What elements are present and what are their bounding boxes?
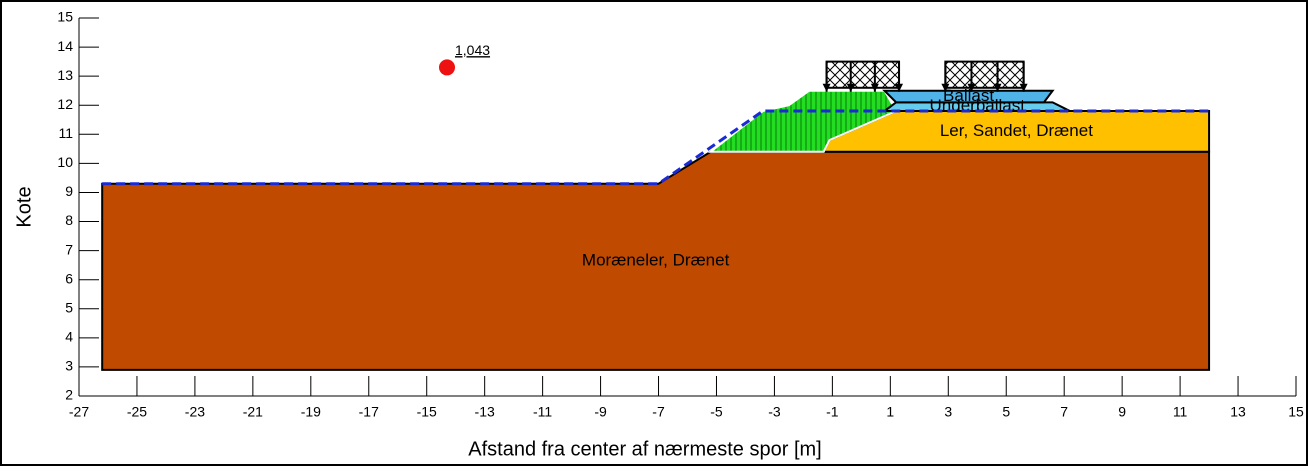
chart: Afstand fra center af nærmeste spor [m] … <box>0 0 1308 466</box>
x-tick-label: -5 <box>710 404 723 420</box>
x-tick-label: -19 <box>301 404 321 420</box>
y-tick-label: 14 <box>57 38 73 54</box>
x-tick-label: -17 <box>359 404 379 420</box>
x-axis-label: Afstand fra center af nærmeste spor [m] <box>468 438 821 460</box>
y-tick-label: 10 <box>57 154 73 170</box>
page: Afstand fra center af nærmeste spor [m] … <box>0 0 1308 471</box>
x-tick-label: -25 <box>127 404 147 420</box>
x-tick-label: 15 <box>1288 404 1304 420</box>
load <box>945 62 1023 88</box>
y-tick-label: 2 <box>65 387 73 403</box>
x-tick-label: 13 <box>1230 404 1246 420</box>
x-tick-label: -27 <box>69 404 89 420</box>
slip-center <box>439 59 455 75</box>
y-tick-label: 7 <box>65 241 73 257</box>
region-label: Ballast <box>943 86 994 105</box>
x-tick-label: 3 <box>944 404 952 420</box>
x-tick-label: 9 <box>1118 404 1126 420</box>
x-tick-label: 5 <box>1002 404 1010 420</box>
x-tick-label: -7 <box>652 404 665 420</box>
safety-factor-label: 1,043 <box>455 42 490 58</box>
x-tick-label: -9 <box>594 404 607 420</box>
x-tick-label: -21 <box>243 404 263 420</box>
x-tick-label: 11 <box>1173 404 1188 420</box>
x-tick-label: -15 <box>417 404 437 420</box>
y-tick-label: 15 <box>57 9 73 25</box>
x-tick-label: -13 <box>475 404 495 420</box>
region-label: Moræneler, Drænet <box>582 250 730 269</box>
y-tick-label: 3 <box>65 358 73 374</box>
y-tick-label: 5 <box>65 299 73 315</box>
x-tick-label: -23 <box>185 404 205 420</box>
y-tick-label: 6 <box>65 270 73 286</box>
y-tick-label: 8 <box>65 212 73 228</box>
y-tick-label: 9 <box>65 183 73 199</box>
y-tick-label: 13 <box>57 67 73 83</box>
load <box>827 62 899 88</box>
x-tick-label: -3 <box>768 404 781 420</box>
x-tick-label: -1 <box>826 404 839 420</box>
x-tick-label: -11 <box>533 404 552 420</box>
x-tick-label: 7 <box>1060 404 1068 420</box>
y-tick-label: 4 <box>65 329 73 345</box>
y-tick-label: 11 <box>58 125 73 141</box>
x-tick-label: 1 <box>886 404 894 420</box>
y-tick-label: 12 <box>57 96 73 112</box>
y-axis-label: Kote <box>13 186 35 227</box>
region-label: Ler, Sandet, Drænet <box>940 121 1093 140</box>
